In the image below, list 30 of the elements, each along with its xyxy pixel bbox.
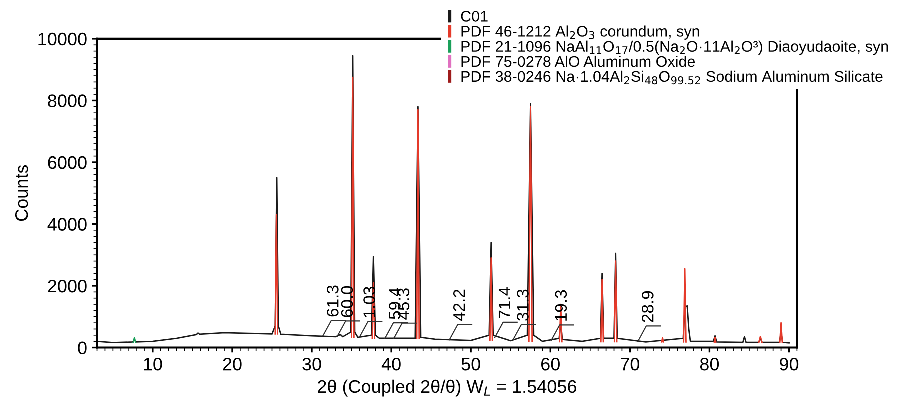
annotation: 31.3	[517, 290, 529, 321]
legend-label: PDF 46-1212 Al$_{2}$O$_{3}$ corundum, syn	[462, 26, 700, 40]
text: PDF 21-1096 NaAl$_{11}$O$_{17}$/0.5(Na$_{2}$O·11Al$_{2}$O³) Diaoyudaoite, syn	[462, 40, 888, 56]
annotation: 1.03	[364, 287, 376, 318]
x-tick-label: 10	[144, 358, 162, 371]
x-axis-title: 2θ (Coupled 2θ/θ) W$_{L}$ = 1.54056	[318, 380, 576, 397]
y-tick-label: 10000	[38, 32, 87, 46]
annotation: 60.0	[341, 286, 354, 318]
y-tick-label: 4000	[48, 218, 87, 231]
x-tick-label: 70	[621, 358, 640, 371]
legend-label: C01	[461, 11, 488, 22]
legend-label: PDF 75-0278 AlO Aluminum Oxide	[462, 56, 696, 68]
x-tick-label: 60	[542, 358, 560, 371]
annotation: 19.3	[555, 290, 568, 321]
y-axis-title: Counts	[15, 165, 28, 222]
y-tick-label: 2000	[48, 280, 87, 293]
y-tick-label: 6000	[48, 156, 87, 170]
annotation: 28.9	[642, 291, 654, 322]
annotation: 61.3	[327, 286, 339, 317]
x-tick-label: 40	[382, 358, 401, 371]
annotation: 42.2	[453, 290, 466, 322]
x-tick-label: 80	[700, 358, 720, 371]
x-tick-label: 20	[223, 358, 242, 371]
y-tick-label: 0	[78, 342, 87, 354]
y-tick-label: 8000	[48, 94, 87, 108]
x-tick-label: 30	[302, 358, 322, 371]
legend-label: PDF 38-0246 Na·1.04Al$_{2}$Si$_{48}$O$_{99.52}$ Sodium Aluminum Silicate	[462, 70, 883, 85]
x-tick-label: 50	[462, 358, 480, 371]
x-tick-label: 90	[780, 358, 799, 371]
annotation: 71.4	[498, 287, 510, 319]
